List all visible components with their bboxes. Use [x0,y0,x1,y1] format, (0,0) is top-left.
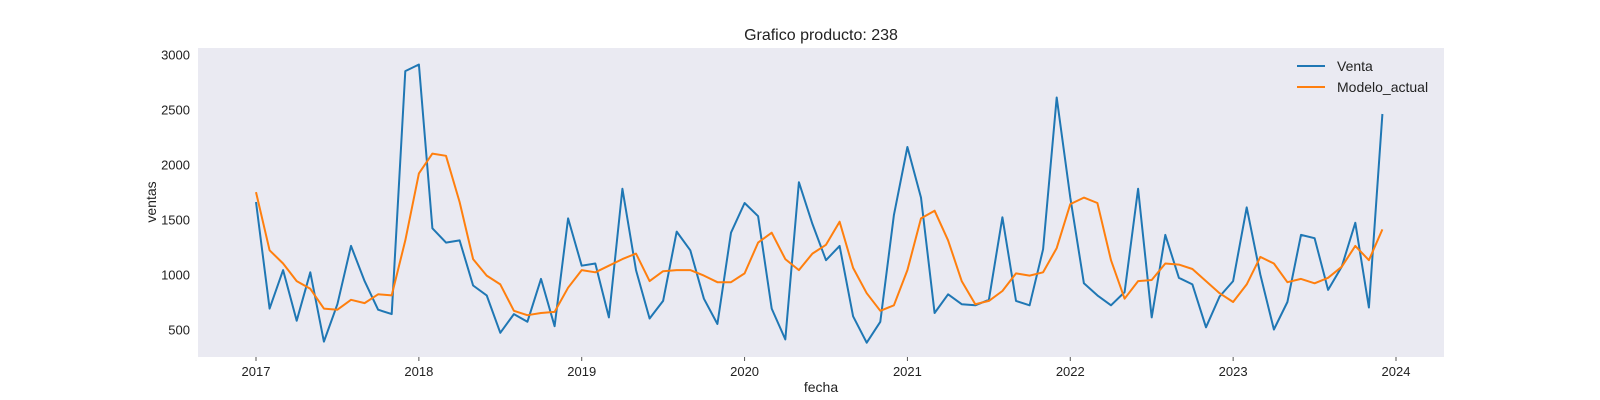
x-tick-label: 2024 [1382,364,1411,379]
series-line-venta [255,63,1384,344]
legend: Venta Modelo_actual [1297,58,1428,95]
x-tick-label: 2023 [1219,364,1248,379]
series-lines [255,63,1384,344]
legend-label: Modelo_actual [1337,79,1428,95]
plot-area [198,48,1444,357]
x-tick-label: 2019 [567,364,596,379]
x-axis: 2017 2018 2019 2020 2021 2022 2023 2024 [242,357,1411,379]
y-tick-label: 3000 [161,48,190,63]
y-tick-label: 2500 [161,103,190,118]
y-axis-title: ventas [143,181,159,222]
legend-label: Venta [1337,58,1373,74]
x-tick-label: 2017 [242,364,271,379]
x-tick-label: 2021 [893,364,922,379]
x-tick-label: 2018 [404,364,433,379]
chart-title: Grafico producto: 238 [744,27,898,44]
x-tick-label: 2022 [1056,364,1085,379]
y-tick-label: 1000 [161,268,190,283]
x-axis-title: fecha [804,379,838,395]
x-tick-label: 2020 [730,364,759,379]
y-tick-label: 500 [168,323,190,338]
y-tick-label: 1500 [161,213,190,228]
series-line-modelo-actual [255,152,1384,317]
y-axis: 500 1000 1500 2000 2500 3000 [161,48,190,338]
y-tick-label: 2000 [161,158,190,173]
